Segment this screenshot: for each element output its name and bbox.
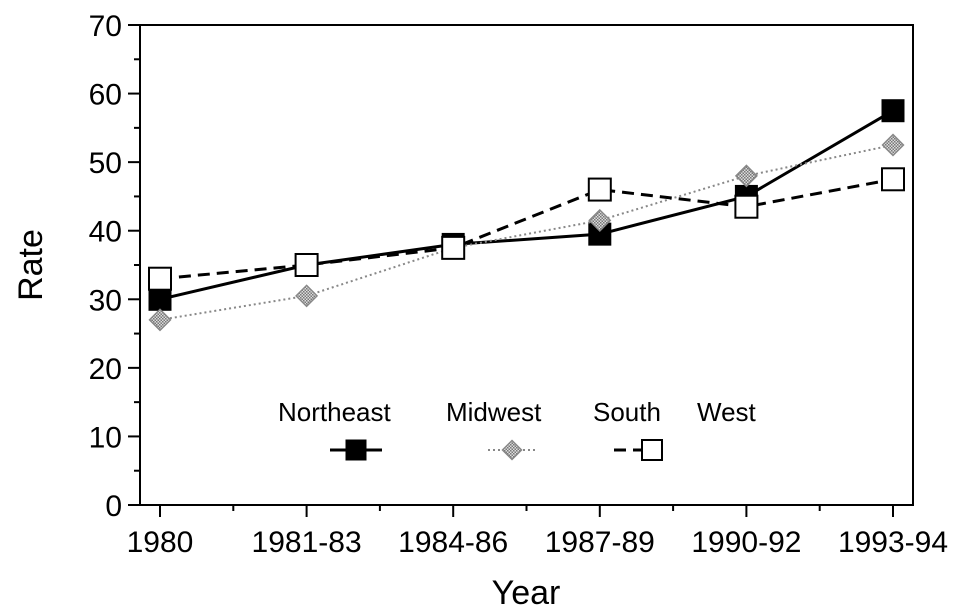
data-point-south <box>294 253 319 277</box>
legend: Northeast Midwest South West <box>278 397 757 461</box>
x-tick-label: 1984-86 <box>398 526 508 559</box>
y-tick-label: 10 <box>89 421 122 454</box>
y-tick-label: 60 <box>89 79 122 112</box>
x-axis-title: Year <box>492 574 561 609</box>
plot-frame <box>139 24 914 506</box>
legend-label-south: South <box>593 397 661 427</box>
data-point-south <box>441 235 466 260</box>
x-tick-label: 1990-92 <box>691 526 801 559</box>
series-layer <box>148 99 905 332</box>
legend-keys <box>330 439 663 461</box>
legend-label-northeast: Northeast <box>278 397 391 427</box>
series-line-northeast <box>159 109 894 301</box>
legend-key-marker-northeast <box>345 439 367 461</box>
series-line-midwest <box>159 144 894 321</box>
x-tick-label: 1980 <box>127 526 194 559</box>
data-point-midwest <box>734 164 758 188</box>
y-axis-title: Rate <box>12 229 50 301</box>
y-tick-label: 70 <box>89 10 122 43</box>
series-line-south <box>159 177 894 281</box>
legend-label-west: West <box>697 397 757 427</box>
data-point-south <box>881 167 905 192</box>
x-tick-label: 1993-94 <box>838 526 948 559</box>
y-axis: 0 10 20 30 40 50 60 70 <box>89 10 140 523</box>
y-tick-label: 30 <box>89 284 122 317</box>
data-point-midwest <box>148 308 172 332</box>
y-tick-label: 20 <box>89 353 122 386</box>
data-point-midwest <box>588 208 612 232</box>
data-point-northeast <box>881 99 905 123</box>
y-tick-label: 40 <box>89 216 122 249</box>
x-tick-label: 1987-89 <box>545 526 655 559</box>
series-northeast <box>148 99 905 311</box>
x-tick-label: 1981-83 <box>252 526 362 559</box>
data-point-south <box>587 177 612 202</box>
legend-label-midwest: Midwest <box>446 397 542 427</box>
series-midwest <box>148 133 905 332</box>
legend-key-marker-south <box>641 439 663 461</box>
data-point-midwest <box>881 133 905 157</box>
data-point-northeast <box>148 287 172 311</box>
data-point-south <box>734 194 759 219</box>
x-axis: 1980 1981-83 1984-86 1987-89 1990-92 1993-94 <box>127 505 948 559</box>
y-tick-label: 0 <box>105 490 122 523</box>
data-point-south <box>148 266 172 291</box>
data-point-midwest <box>295 284 319 308</box>
y-tick-label: 50 <box>89 147 122 180</box>
legend-key-marker-midwest <box>501 439 523 461</box>
series-south <box>148 167 905 291</box>
